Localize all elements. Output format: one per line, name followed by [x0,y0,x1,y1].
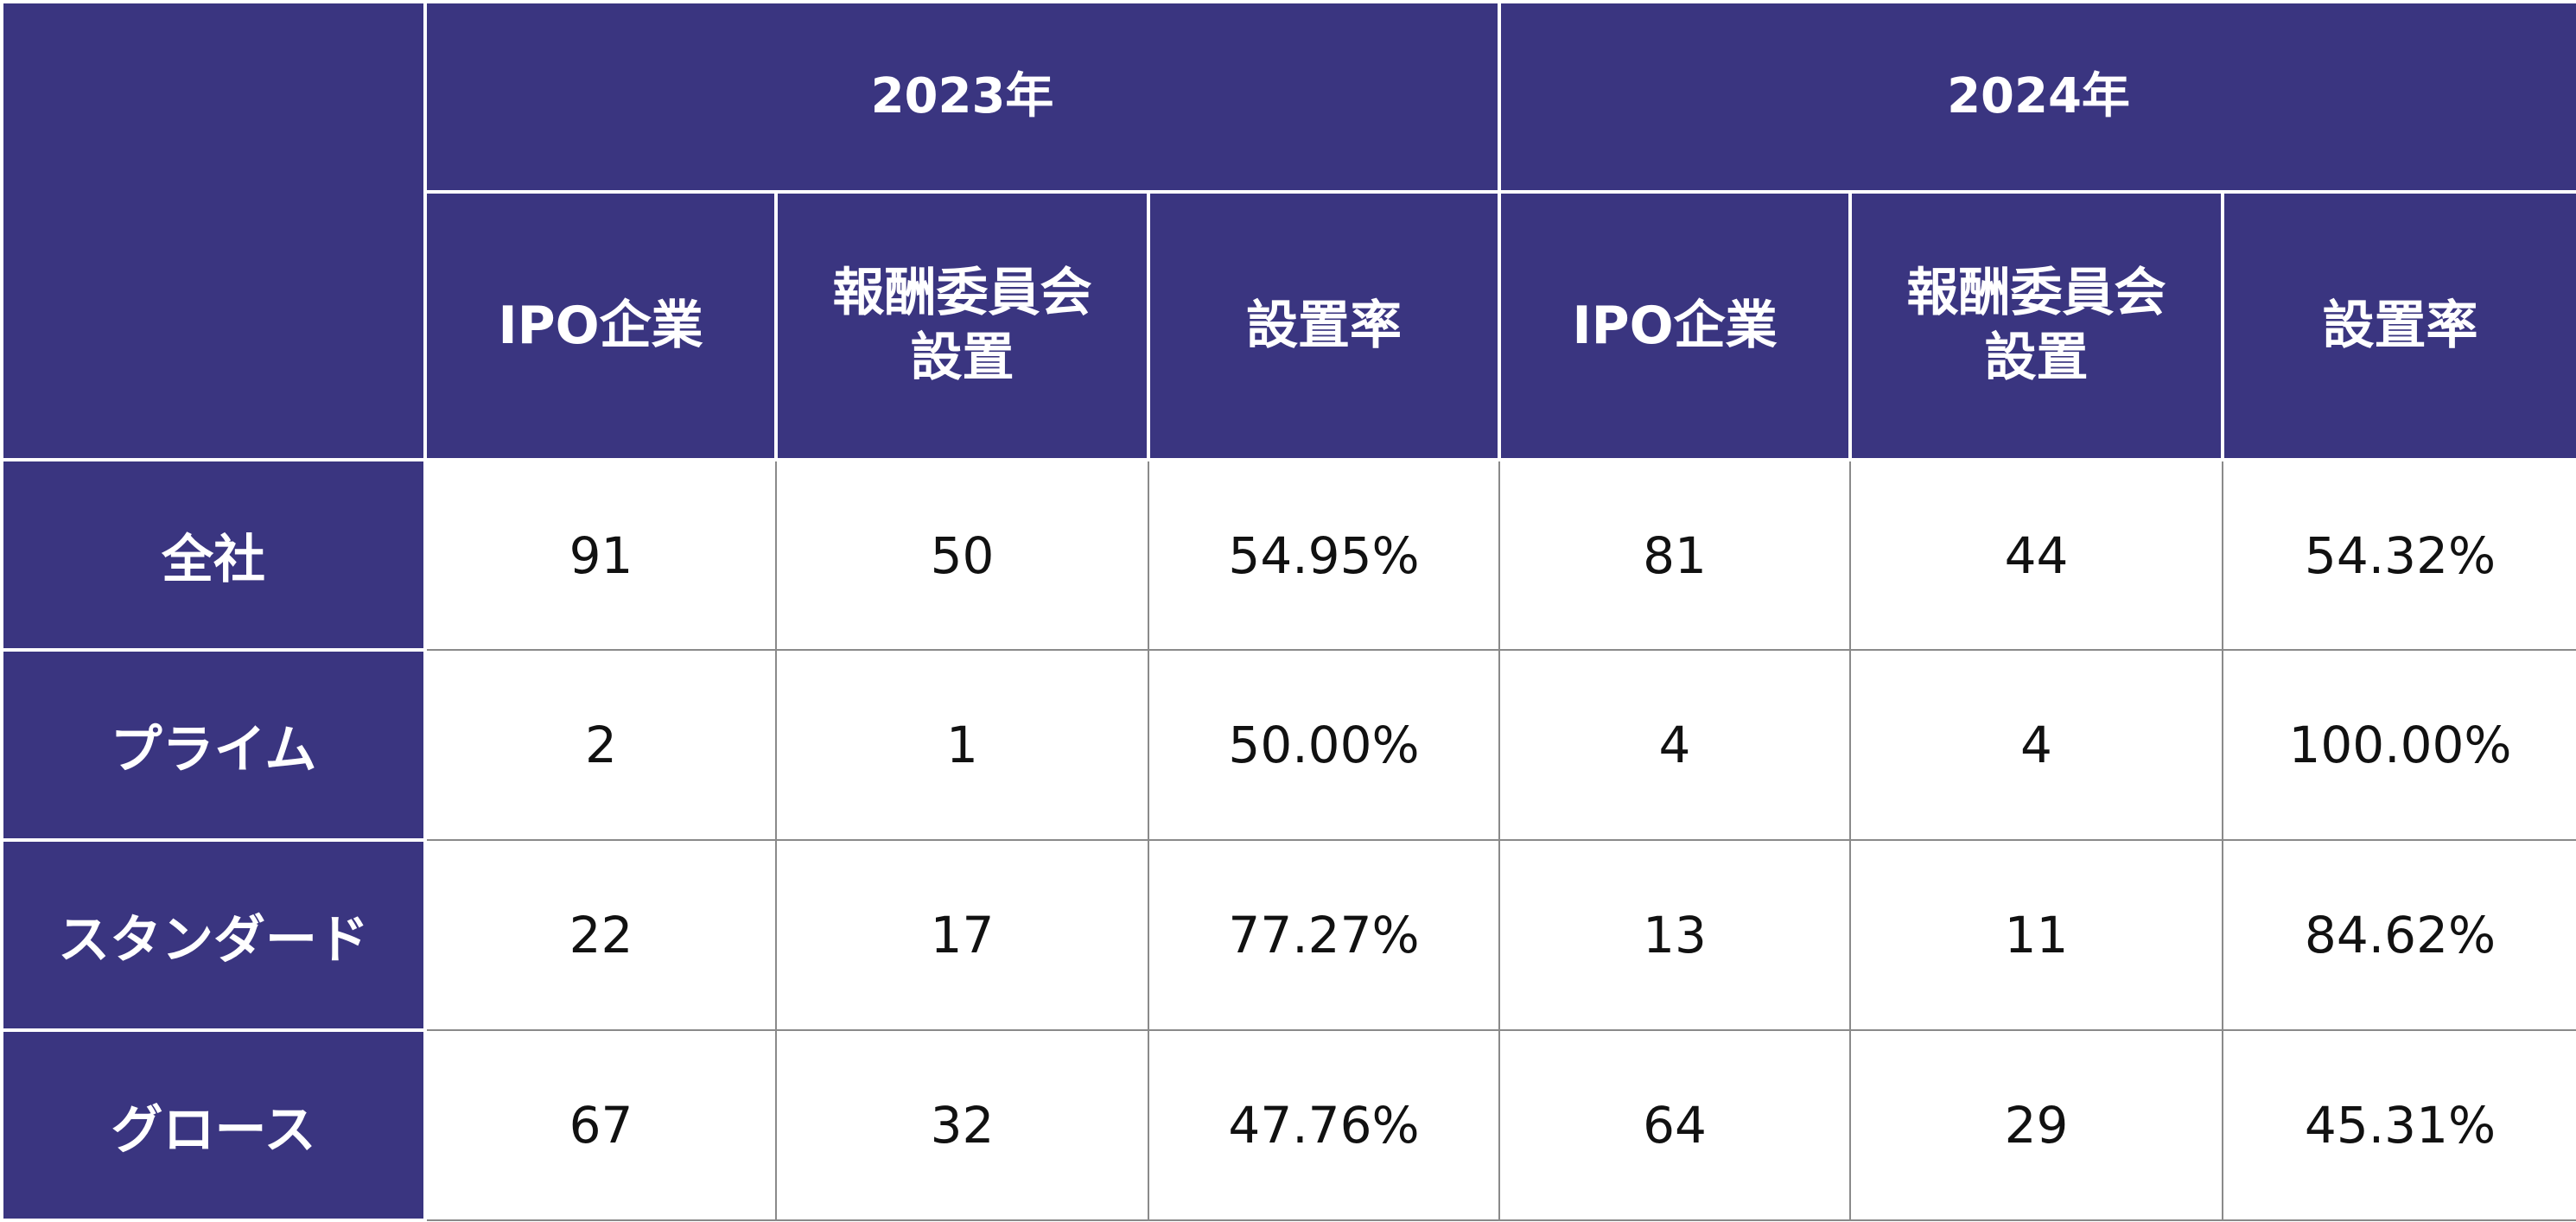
table-cell: 77.27% [1148,839,1500,1031]
table-cell: 32 [775,1029,1149,1221]
col-header-establishment-rate-2024: 設置率 [2221,190,2576,461]
column-header-row: IPO企業 報酬委員会 設置 設置率 IPO企業 報酬委員会 設置 設置率 [2,190,2576,461]
table-cell: 1 [775,649,1149,841]
table-cell: 45.31% [2222,1029,2576,1221]
col-header-label: 設置率 [2322,295,2478,356]
table-cell: 2 [424,649,777,841]
table-cell: 13 [1498,839,1851,1031]
col-header-committee-established-2023: 報酬委員会 設置 [774,190,1150,461]
table-cell: 4 [1498,649,1851,841]
corner-cell [0,0,427,461]
col-header-committee-established-2024: 報酬委員会 設置 [1848,190,2224,461]
table-cell: 50.00% [1148,649,1500,841]
row-header-growth: グロース [0,1028,427,1222]
year-header-2023: 2023年 [423,0,1501,194]
table-cell: 4 [1849,649,2223,841]
table-cell: 47.76% [1148,1029,1500,1221]
col-header-label: 設置率 [1246,295,1402,356]
table-cell: 50 [775,459,1149,651]
table-cell: 22 [424,839,777,1031]
col-header-establishment-rate-2023: 設置率 [1147,190,1501,461]
table-cell: 17 [775,839,1149,1031]
col-header-label: IPO企業 [498,295,703,356]
table-cell: 44 [1849,459,2223,651]
col-header-label: 報酬委員会 設置 [1906,263,2166,388]
table-row-all: 全社 91 50 54.95% 81 44 54.32% [0,458,2576,652]
year-header-2024: 2024年 [1498,0,2576,194]
row-header-all: 全社 [0,458,427,652]
row-header-prime: プライム [0,648,427,842]
table-row-growth: グロース 67 32 47.76% 64 29 45.31% [0,1028,2576,1222]
table-cell: 84.62% [2222,839,2576,1031]
table-row-standard: スタンダード 22 17 77.27% 13 11 84.62% [0,838,2576,1032]
row-header-standard: スタンダード [0,838,427,1032]
col-header-ipo-companies-2024: IPO企業 [1498,190,1852,461]
table-cell: 54.95% [1148,459,1500,651]
col-header-ipo-companies-2023: IPO企業 [423,190,778,461]
table-row-prime: プライム 2 1 50.00% 4 4 100.00% [0,648,2576,842]
table-cell: 64 [1498,1029,1851,1221]
table-cell: 54.32% [2222,459,2576,651]
col-header-label: IPO企業 [1572,295,1778,356]
table-cell: 81 [1498,459,1851,651]
table-cell: 67 [424,1029,777,1221]
table-cell: 11 [1849,839,2223,1031]
table-cell: 91 [424,459,777,651]
year-header-row: 2023年 2024年 [0,0,2576,461]
table-cell: 29 [1849,1029,2223,1221]
table-cell: 100.00% [2222,649,2576,841]
col-header-label: 報酬委員会 設置 [832,263,1092,388]
